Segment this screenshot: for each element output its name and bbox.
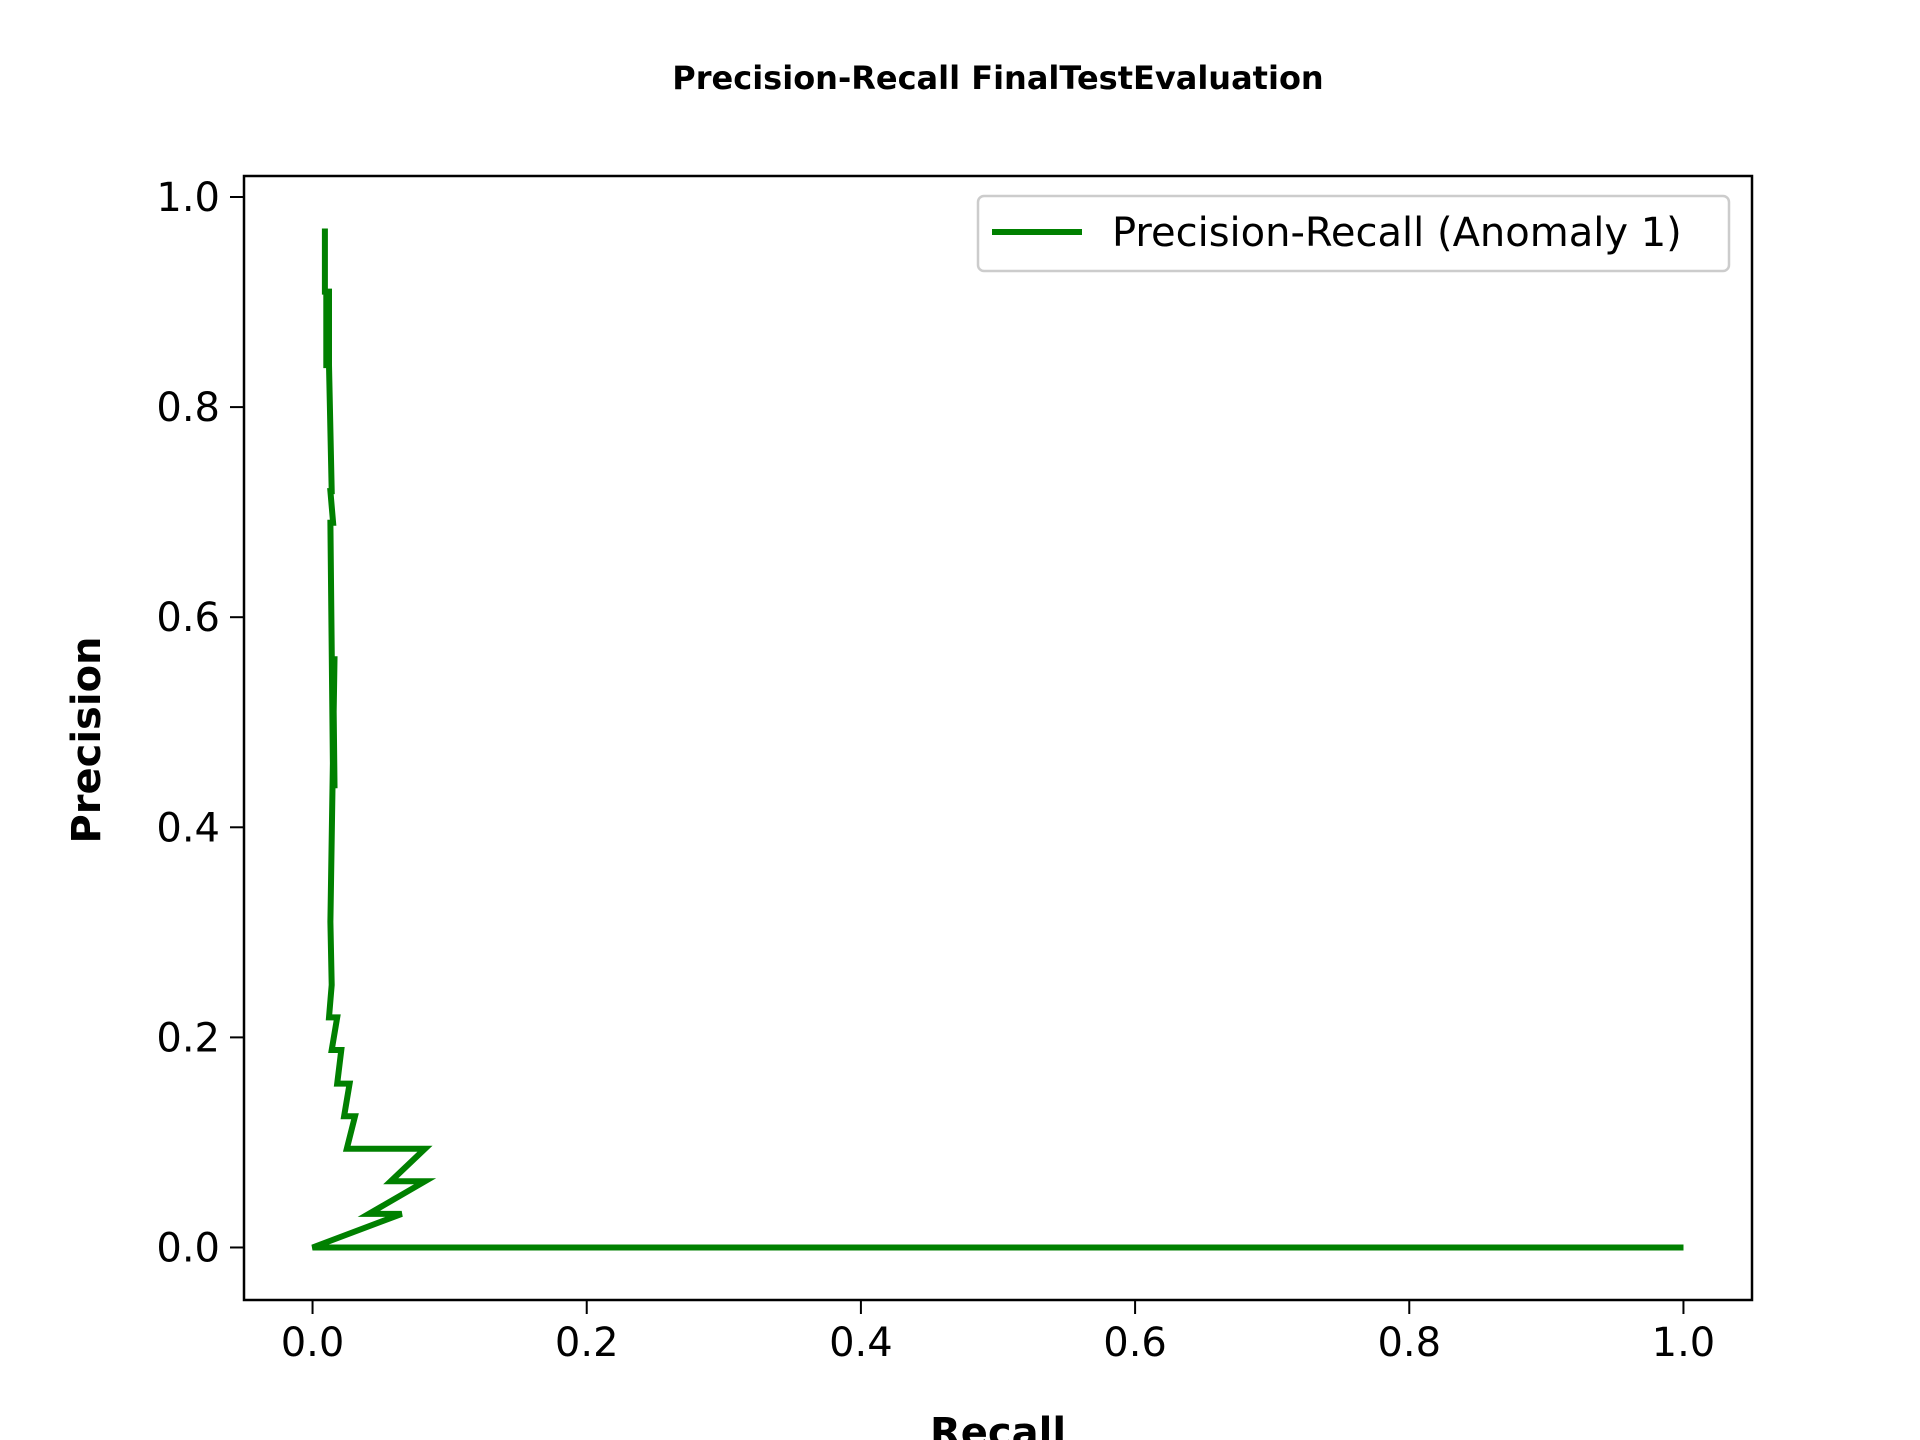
x-tick-label: 0.2 bbox=[555, 1320, 619, 1366]
y-tick-label: 0.8 bbox=[156, 385, 220, 431]
x-tick-label: 0.8 bbox=[1377, 1320, 1441, 1366]
legend-label: Precision-Recall (Anomaly 1) bbox=[1112, 210, 1682, 256]
y-tick-label: 0.0 bbox=[156, 1225, 220, 1271]
y-tick-label: 0.4 bbox=[156, 805, 220, 851]
y-axis-label: Precision bbox=[64, 636, 110, 843]
legend-box bbox=[976, 194, 1731, 273]
plot-frame bbox=[242, 174, 1754, 1302]
chart-title: Precision-Recall FinalTestEvaluation bbox=[672, 59, 1323, 97]
y-tick-label: 0.2 bbox=[156, 1015, 220, 1061]
series-line-precision-recall bbox=[311, 228, 1684, 1251]
x-tick-label: 1.0 bbox=[1652, 1320, 1716, 1366]
y-tick-label: 1.0 bbox=[156, 175, 220, 221]
x-axis-ticks: 0.0 0.2 0.4 0.6 0.8 1.0 bbox=[281, 1300, 1716, 1366]
y-axis-ticks: 0.0 0.2 0.4 0.6 0.8 1.0 bbox=[156, 175, 244, 1271]
x-axis-label: Recall bbox=[930, 1410, 1066, 1440]
legend: Precision-Recall (Anomaly 1) bbox=[976, 194, 1731, 273]
y-tick-label: 0.6 bbox=[156, 595, 220, 641]
x-tick-label: 0.6 bbox=[1103, 1320, 1167, 1366]
x-tick-label: 0.0 bbox=[281, 1320, 345, 1366]
x-tick-label: 0.4 bbox=[829, 1320, 893, 1366]
plot-area bbox=[244, 176, 1752, 1300]
